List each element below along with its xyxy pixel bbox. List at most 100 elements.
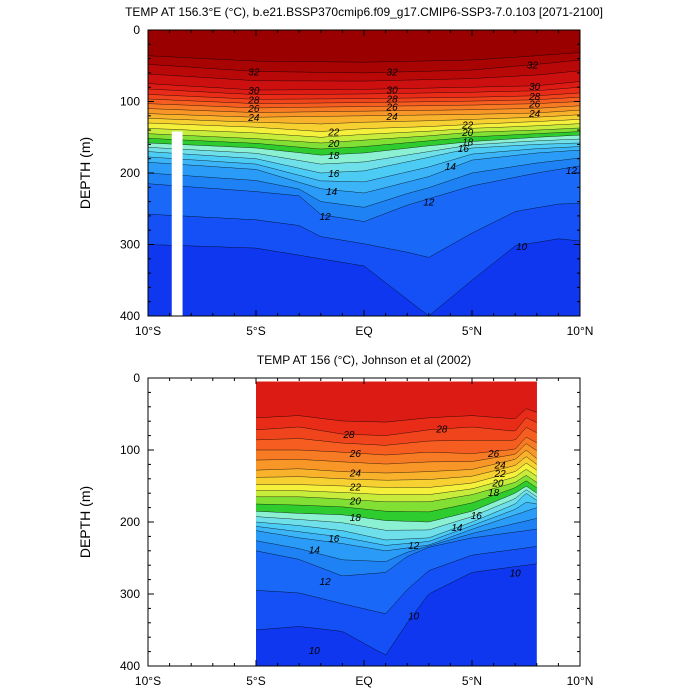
panel-model-contour-label: 26 (247, 104, 260, 115)
panel-observed-y-tick-label: 100 (120, 443, 140, 457)
panel-model-contour-line-12 (148, 165, 580, 222)
panel-observed-contour-line-11 (255, 546, 537, 614)
panel-observed-contour-line-21 (256, 469, 537, 495)
panel-observed-contour-label: 14 (451, 523, 463, 534)
panel-model-contour-line-26 (148, 101, 580, 109)
panel-model-contour-label: 18 (462, 138, 474, 149)
panel-observed-y-tick-label: 200 (120, 515, 140, 529)
panel-model: TEMP AT 156.3°E (°C), b.e21.BSSP370cmip6… (77, 5, 603, 338)
panel-observed-contour-label: 12 (320, 577, 332, 588)
panel-observed-contour-label: 24 (349, 468, 362, 479)
panel-observed-y-tick-label: 0 (133, 371, 140, 385)
panel-model-contour-line-11 (148, 203, 580, 258)
panel-model-contour-line-19 (148, 131, 580, 150)
panel-observed-title: TEMP AT 156 (°C), Johnson et al (2002) (257, 353, 471, 367)
panel-model-y-tick-label: 300 (120, 238, 140, 252)
panel-observed-contour-line-10 (255, 563, 537, 656)
panel-model-contour-label: 22 (327, 128, 340, 139)
panel-model-band-33 (148, 30, 580, 63)
panel-observed-x-tick-label: 10°S (135, 674, 161, 688)
panel-model-y-tick-label: 0 (133, 23, 140, 37)
panel-observed-contour-line-28 (255, 417, 537, 436)
panel-model-y-tick-label: 100 (120, 95, 140, 109)
panel-observed-contour-label: 26 (487, 449, 500, 460)
panel-model-contour-label: 14 (326, 187, 338, 198)
panel-model-contour-line-29 (148, 86, 580, 95)
panel-model-contour-label: 28 (386, 95, 399, 106)
panel-observed-contour-label: 10 (408, 612, 420, 623)
panel-model-contour-label: 20 (461, 128, 474, 139)
panel-observed-axes: 10°S 5°S EQ 5°N 10°N 0 100 200 300 400 (120, 371, 593, 688)
panel-model-contour-label: 26 (528, 100, 541, 111)
panel-observed-contour-label: 16 (471, 511, 483, 522)
panel-model-x-tick-label: 10°S (135, 324, 161, 338)
panel-model-contour-line-32 (148, 59, 580, 74)
panel-model-contour-line-16 (148, 142, 580, 174)
panel-model-contour-label: 24 (247, 113, 260, 124)
panel-model-contour-label: 24 (386, 112, 399, 123)
panel-model-contour-label: 26 (386, 103, 399, 114)
panel-observed-band-29 (256, 381, 537, 423)
panel-model-contour-line-28 (148, 92, 580, 100)
panel-model-y-axis-label: DEPTH (m) (77, 137, 93, 209)
panel-observed-y-axis-label: DEPTH (m) (77, 486, 93, 558)
panel-model-contour-label: 30 (248, 86, 260, 97)
panel-model-y-tick-label: 400 (120, 309, 140, 323)
panel-observed-contour-label: 24 (494, 460, 507, 471)
panel-observed-contour-line-29 (255, 408, 537, 423)
panel-observed-contour-line-17 (255, 489, 537, 531)
panel-observed-contour-label: 20 (491, 478, 504, 489)
panel-model-x-tick-label: 5°N (462, 324, 482, 338)
panel-observed-contour-label: 28 (435, 424, 448, 435)
panel-observed-contour-line-23 (255, 456, 537, 481)
panel-model-contour-line-15 (148, 146, 580, 183)
panel-observed: TEMP AT 156 (°C), Johnson et al (2002) 2… (77, 353, 593, 688)
panel-model-contour-line-14 (148, 149, 580, 194)
panel-observed-contour-label: 10 (309, 646, 321, 657)
panel-model-contour-label: 28 (247, 95, 260, 106)
panel-observed-plot-area (255, 381, 537, 666)
panel-model-contour-label: 12 (423, 198, 435, 209)
panel-observed-contour-line-25 (255, 443, 537, 465)
panel-model-contour-label: 32 (527, 60, 539, 71)
panel-observed-x-tick-label: 5°N (462, 674, 482, 688)
panel-model-x-tick-label: 10°N (567, 324, 594, 338)
panel-observed-contour-line-12 (255, 528, 537, 577)
panel-model-contour-line-18 (148, 134, 580, 156)
panel-observed-contour-label: 14 (309, 545, 321, 556)
panel-model-contour-label: 24 (528, 109, 541, 120)
panel-model-contour-line-23 (148, 114, 580, 125)
panel-model-contour-label: 30 (529, 82, 541, 93)
panel-observed-x-tick-label: 10°N (567, 674, 594, 688)
panel-model-y-tick-label: 200 (120, 166, 140, 180)
panel-observed-contour-label: 12 (408, 541, 420, 552)
panel-observed-contour-line-22 (256, 462, 537, 488)
panel-observed-contour-label: 26 (349, 449, 362, 460)
panel-observed-contour-label: 22 (494, 469, 507, 480)
panel-model-plot-area (148, 30, 580, 316)
panel-model-axes: 10°S 5°S EQ 5°N 10°N 0 100 200 300 400 (120, 23, 593, 338)
panel-model-contour-line-25 (148, 105, 580, 113)
panel-model-x-tick-label: EQ (355, 324, 372, 338)
panel-model-missing-data-strip (171, 131, 183, 316)
panel-observed-contour-line-24 (255, 449, 537, 474)
panel-model-x-tick-label: 5°S (246, 324, 265, 338)
panel-model-title: TEMP AT 156.3°E (°C), b.e21.BSSP370cmip6… (125, 5, 603, 19)
panel-observed-y-tick-label: 300 (120, 587, 140, 601)
panel-observed-x-tick-label: EQ (355, 674, 372, 688)
panel-observed-contour-line-19 (255, 480, 537, 513)
panel-model-contour-label: 22 (461, 120, 474, 131)
panel-model-contour-label: 18 (328, 151, 340, 162)
panel-observed-contour-line-20 (256, 475, 537, 503)
panel-observed-contour-label: 18 (350, 513, 362, 524)
panel-observed-x-tick-label: 5°S (246, 674, 265, 688)
panel-model-contour-line-10 (148, 238, 580, 316)
panel-model-contour-label: 12 (566, 166, 578, 177)
panel-observed-contour-line-18 (255, 485, 537, 523)
panel-observed-contour-line-14 (255, 507, 537, 552)
panel-observed-contour-label: 28 (342, 430, 355, 441)
panel-model-contour-label: 20 (327, 139, 340, 150)
panel-model-contour-line-17 (148, 138, 580, 165)
